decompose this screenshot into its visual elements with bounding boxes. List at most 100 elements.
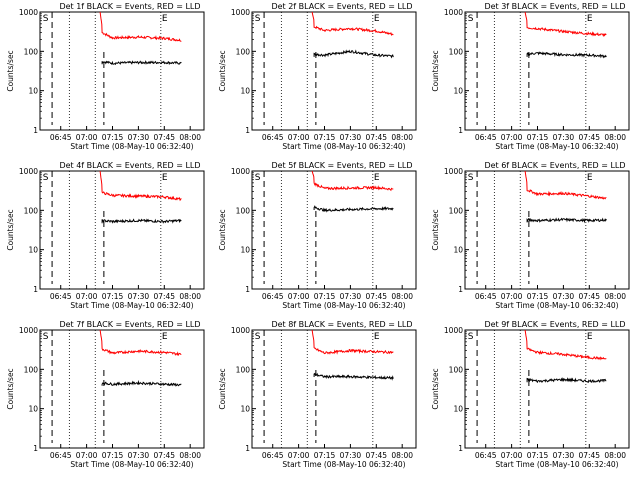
y-axis-label: Counts/sec: [431, 368, 440, 409]
panel-title: Det 6f BLACK = Events, RED = LLD: [484, 161, 625, 170]
y-tick-label: 10: [240, 246, 250, 255]
y-tick-label: 10: [240, 405, 250, 414]
x-tick-label: 07:30: [128, 292, 150, 301]
y-tick-label: 1000: [444, 167, 463, 176]
x-tick-label: 07:30: [553, 451, 575, 460]
panel-title: Det 5f BLACK = Events, RED = LLD: [271, 161, 412, 170]
detector-panel: Det 9f BLACK = Events, RED = LLD S E 1 10 100…: [431, 320, 630, 469]
series-lld-line: [99, 329, 182, 357]
flag-s: S: [43, 14, 49, 24]
y-axis-label: Counts/sec: [6, 50, 15, 91]
x-tick-label: 07:45: [153, 133, 175, 142]
flag-e: E: [374, 173, 380, 183]
x-tick-label: 06:45: [475, 292, 497, 301]
x-tick-label: 08:00: [391, 133, 413, 142]
x-tick-label: 07:15: [527, 292, 549, 301]
plot-frame: [464, 11, 630, 131]
detector-panel: Det 1f BLACK = Events, RED = LLD S E 1 10 100…: [6, 2, 205, 151]
x-tick-label: 06:45: [50, 133, 72, 142]
x-tick-label: 06:45: [50, 451, 72, 460]
detector-panel: Det 8f BLACK = Events, RED = LLD S E 1 10 100…: [218, 320, 417, 469]
detector-panel: Det 5f BLACK = Events, RED = LLD S E 1 10 100…: [218, 161, 417, 310]
series-lld-line: [524, 329, 607, 361]
y-axis-label: Counts/sec: [6, 209, 15, 250]
plot-frame: [39, 329, 205, 449]
flag-s: S: [255, 332, 261, 342]
detector-panel: Det 2f BLACK = Events, RED = LLD S E 1 10 100…: [218, 2, 417, 151]
x-tick-label: 07:00: [501, 133, 523, 142]
series-events-line: [526, 217, 607, 224]
plot-frame: [251, 329, 417, 449]
y-axis-label: Counts/sec: [6, 368, 15, 409]
x-tick-label: 08:00: [604, 451, 626, 460]
x-tick-label: 08:00: [179, 292, 201, 301]
y-tick-label: 1000: [19, 167, 38, 176]
y-tick-label: 100: [24, 206, 39, 215]
flag-e: E: [374, 14, 380, 24]
y-tick-label: 10: [453, 405, 463, 414]
x-axis-label: Start Time (08-May-10 06:32:40): [70, 142, 193, 151]
x-tick-label: 07:30: [128, 451, 150, 460]
x-tick-label: 07:00: [76, 451, 98, 460]
x-tick-label: 07:00: [501, 292, 523, 301]
flag-e: E: [587, 332, 593, 342]
flag-s: S: [255, 173, 261, 183]
x-tick-label: 08:00: [391, 451, 413, 460]
x-tick-label: 07:45: [153, 451, 175, 460]
y-axis-label: Counts/sec: [218, 368, 227, 409]
y-tick-label: 1: [245, 444, 250, 453]
x-tick-label: 07:45: [365, 451, 387, 460]
y-tick-label: 100: [449, 365, 464, 374]
x-tick-label: 06:45: [50, 292, 72, 301]
detector-panel: Det 6f BLACK = Events, RED = LLD S E 1 10 100…: [431, 161, 630, 310]
x-tick-label: 07:15: [527, 133, 549, 142]
flag-s: S: [255, 14, 261, 24]
x-tick-label: 07:45: [365, 133, 387, 142]
x-tick-label: 07:30: [340, 451, 362, 460]
x-axis-label: Start Time (08-May-10 06:32:40): [282, 460, 405, 469]
x-tick-label: 07:15: [102, 133, 124, 142]
y-tick-label: 1000: [19, 8, 38, 17]
x-tick-label: 07:45: [578, 292, 600, 301]
flag-e: E: [587, 173, 593, 183]
y-tick-label: 10: [453, 87, 463, 96]
x-tick-label: 07:30: [340, 292, 362, 301]
x-tick-label: 08:00: [604, 133, 626, 142]
flag-s: S: [43, 173, 49, 183]
y-axis-label: Counts/sec: [431, 50, 440, 91]
series-lld-line: [99, 170, 182, 202]
plot-frame: [39, 11, 205, 131]
x-tick-label: 07:00: [76, 292, 98, 301]
series-events-line: [526, 377, 607, 384]
x-tick-label: 08:00: [604, 292, 626, 301]
x-tick-label: 07:15: [314, 292, 336, 301]
x-tick-label: 07:45: [578, 451, 600, 460]
x-tick-label: 08:00: [179, 133, 201, 142]
x-tick-label: 07:15: [102, 292, 124, 301]
series-events-line: [101, 379, 182, 387]
y-tick-label: 1: [33, 444, 38, 453]
y-tick-label: 100: [449, 206, 464, 215]
y-tick-label: 100: [236, 47, 251, 56]
y-tick-label: 10: [240, 87, 250, 96]
x-tick-label: 07:00: [288, 133, 310, 142]
y-tick-label: 100: [449, 47, 464, 56]
plot-frame: [251, 11, 417, 131]
series-events-line: [313, 49, 394, 59]
y-tick-label: 1: [245, 285, 250, 294]
series-events-line: [313, 205, 394, 213]
x-tick-label: 07:30: [340, 133, 362, 142]
detector-panel: Det 3f BLACK = Events, RED = LLD S E 1 10 100…: [431, 2, 630, 151]
plot-frame: [251, 170, 417, 290]
x-tick-label: 07:30: [553, 133, 575, 142]
panel-title: Det 3f BLACK = Events, RED = LLD: [484, 2, 625, 11]
y-tick-label: 10: [28, 405, 38, 414]
x-tick-label: 07:45: [365, 292, 387, 301]
y-tick-label: 1: [245, 126, 250, 135]
y-tick-label: 1000: [231, 8, 250, 17]
x-tick-label: 07:15: [527, 451, 549, 460]
detector-panel: Det 7f BLACK = Events, RED = LLD S E 1 10 100…: [6, 320, 205, 469]
x-tick-label: 06:45: [475, 133, 497, 142]
